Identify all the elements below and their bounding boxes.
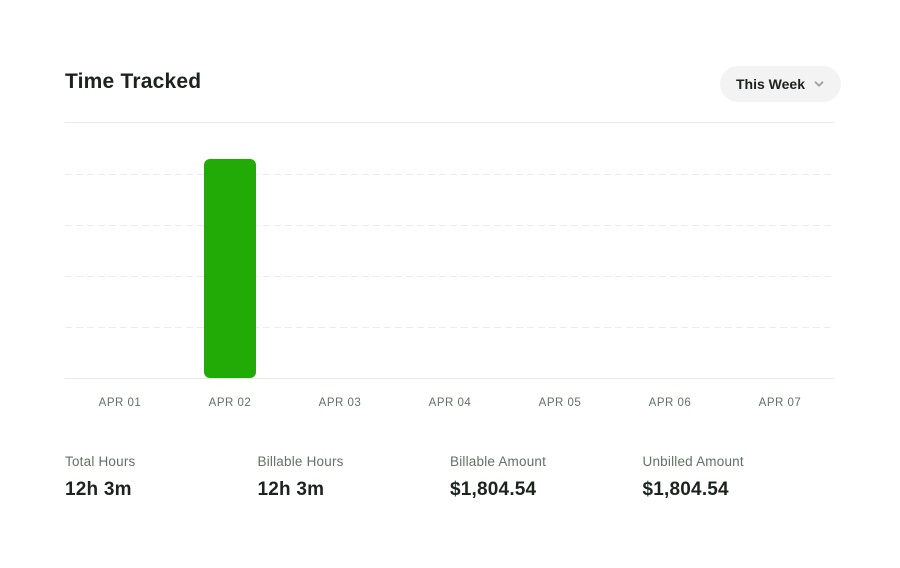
bar-apr-02[interactable] <box>204 158 256 378</box>
x-tick-label: APR 04 <box>428 397 472 409</box>
x-tick-label: APR 05 <box>538 397 582 409</box>
bar-slot <box>175 123 285 378</box>
x-tick-label: APR 07 <box>758 397 802 409</box>
stat-value: 12h 3m <box>257 479 325 500</box>
x-axis: APR 01 APR 02 APR 03 APR 04 APR 05 APR 06 APR … <box>65 397 835 409</box>
stat-label: Unbilled Amount <box>642 454 744 469</box>
page-title: Time Tracked <box>65 70 202 93</box>
stat-value: 12h 3m <box>65 479 132 500</box>
stat-total-hours: Total Hours 12h 3m <box>65 454 258 501</box>
gridline <box>65 276 835 277</box>
bar-slot <box>615 123 725 378</box>
time-tracked-bar-chart <box>65 122 835 379</box>
bar-slot <box>505 123 615 378</box>
stats-row: Total Hours 12h 3m Billable Hours 12h 3m Bil… <box>65 454 835 501</box>
chart-bars <box>65 123 835 378</box>
x-tick-label: APR 02 <box>208 397 252 409</box>
stat-unbilled-amount: Unbilled Amount $1,804.54 <box>643 454 836 501</box>
stat-value: $1,804.54 <box>450 479 537 500</box>
x-tick-label: APR 06 <box>648 397 692 409</box>
date-range-label: This Week <box>736 76 805 92</box>
chevron-down-icon <box>813 78 825 90</box>
stat-billable-amount: Billable Amount $1,804.54 <box>450 454 643 501</box>
stat-billable-hours: Billable Hours 12h 3m <box>258 454 451 501</box>
gridline <box>65 225 835 226</box>
gridline <box>65 327 835 328</box>
stat-value: $1,804.54 <box>642 479 729 500</box>
date-range-selector[interactable]: This Week <box>720 66 841 102</box>
stat-label: Billable Amount <box>450 454 547 469</box>
stat-label: Billable Hours <box>257 454 344 469</box>
x-tick-label: APR 03 <box>318 397 362 409</box>
stat-label: Total Hours <box>65 454 136 469</box>
bar-slot <box>65 123 175 378</box>
gridline <box>65 174 835 175</box>
bar-slot <box>285 123 395 378</box>
x-tick-label: APR 01 <box>98 397 142 409</box>
bar-slot <box>395 123 505 378</box>
bar-slot <box>725 123 835 378</box>
